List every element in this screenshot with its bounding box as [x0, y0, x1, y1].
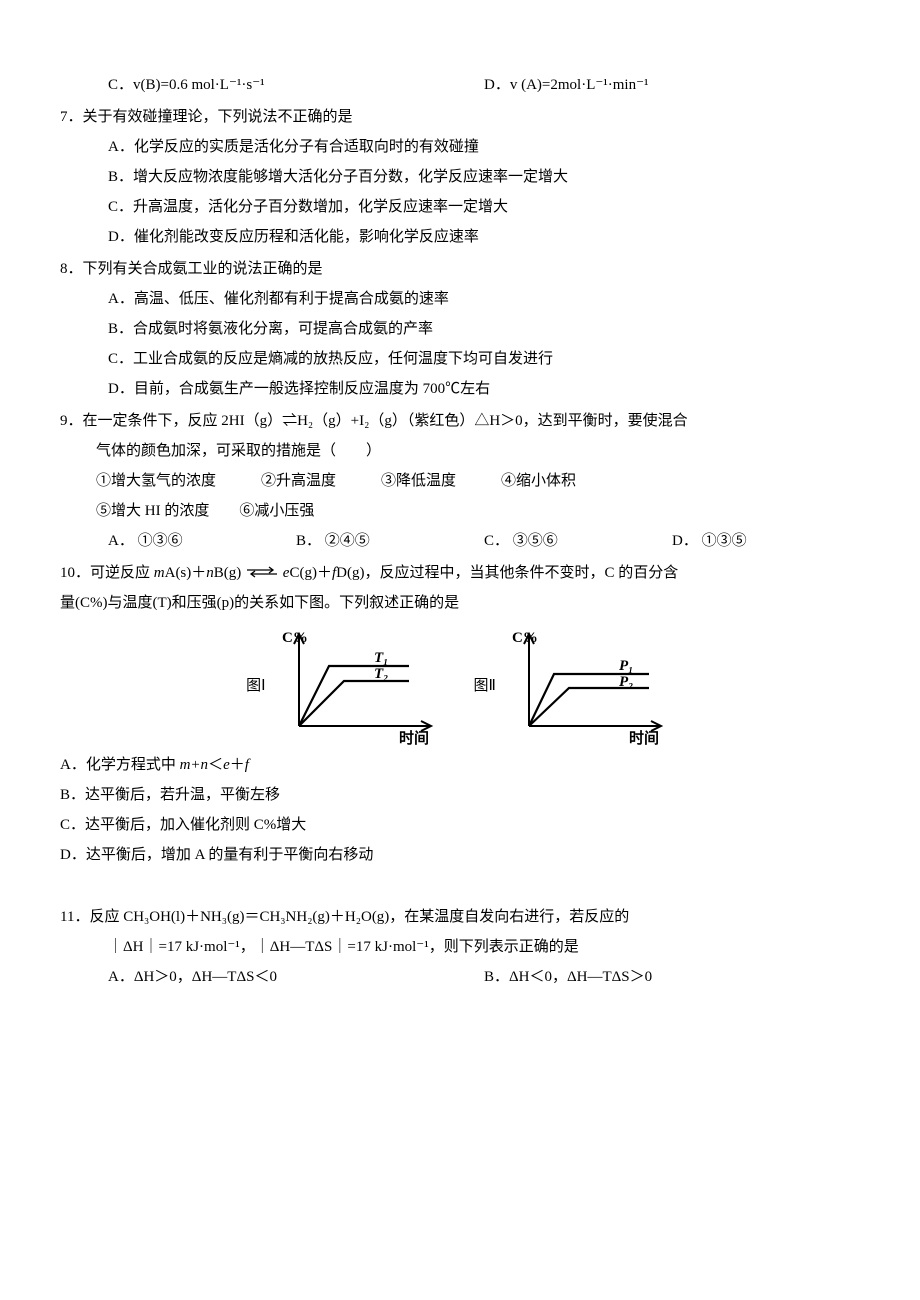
q8-opt-c: C．工业合成氨的反应是熵减的放热反应，任何温度下均可自发进行	[60, 344, 860, 374]
q10-line2: 量(C%)与温度(T)和压强(p)的关系如下图。下列叙述正确的是	[60, 588, 860, 618]
q8-opt-d: D．目前，合成氨生产一般选择控制反应温度为 700℃左右	[60, 374, 860, 404]
q10-opt-a: A．化学方程式中 m+n＜e＋f	[60, 750, 860, 780]
svg-text:C%: C%	[512, 630, 538, 646]
svg-text:P₂: P₂	[619, 674, 633, 690]
q9-line2: 气体的颜色加深，可采取的措施是（ ）	[60, 436, 860, 466]
q11-line2: ｜ΔH｜=17 kJ·mol⁻¹，｜ΔH—TΔS｜=17 kJ·mol⁻¹，则下…	[60, 932, 860, 962]
q9-options: A． ①③⑥ B． ②④⑤ C． ③⑤⑥ D． ①③⑤	[60, 526, 860, 556]
q8: 8．下列有关合成氨工业的说法正确的是 A．高温、低压、催化剂都有利于提高合成氨的…	[60, 254, 860, 404]
diagram-2: C% 时间 P₁ P₂	[504, 626, 674, 746]
q9-opt-b: B． ②④⑤	[296, 526, 484, 556]
q11: 11．反应 CH₃OH(l)＋NH₃(g)＝CH₃NH₂(g)＋H₂O(g)，在…	[60, 902, 860, 992]
q7-opt-a: A．化学反应的实质是活化分子有合适取向时的有效碰撞	[60, 132, 860, 162]
q10-line1: 10．可逆反应 mA(s)＋nB(g) eC(g)＋fD(g)，反应过程中，当其…	[60, 558, 860, 588]
q7-opt-d: D．催化剂能改变反应历程和活化能，影响化学反应速率	[60, 222, 860, 252]
q10: 10．可逆反应 mA(s)＋nB(g) eC(g)＋fD(g)，反应过程中，当其…	[60, 558, 860, 870]
q9-opt-a: A． ①③⑥	[108, 526, 296, 556]
equilibrium-arrow-icon	[245, 566, 279, 578]
q9: 9．在一定条件下，反应 2HI（g）⇌H₂（g）+I₂（g）（紫红色）△H＞0，…	[60, 406, 860, 556]
svg-text:T₁: T₁	[374, 650, 388, 666]
svg-text:时间: 时间	[629, 729, 659, 746]
q11-opt-b: B．ΔH＜0，ΔH—TΔS＞0	[484, 962, 860, 992]
diagram-1-label: 图Ⅰ	[246, 671, 265, 701]
q8-opt-a: A．高温、低压、催化剂都有利于提高合成氨的速率	[60, 284, 860, 314]
diagram-2-wrap: 图Ⅱ C% 时间 P₁ P₂	[474, 626, 674, 746]
q10-opt-b: B．达平衡后，若升温，平衡左移	[60, 780, 860, 810]
diagram-1: C% 时间 T₁ T₂	[274, 626, 444, 746]
q7-opt-b: B．增大反应物浓度能够增大活化分子百分数，化学反应速率一定增大	[60, 162, 860, 192]
svg-text:C%: C%	[282, 630, 308, 646]
q9-line3: ①增大氢气的浓度 ②升高温度 ③降低温度 ④缩小体积	[60, 466, 860, 496]
q10-opt-c: C．达平衡后，加入催化剂则 C%增大	[60, 810, 860, 840]
q11-opt-a: A．ΔH＞0，ΔH—TΔS＜0	[108, 962, 484, 992]
q7-opt-c: C．升高温度，活化分子百分数增加，化学反应速率一定增大	[60, 192, 860, 222]
q6-opt-d: D．v (A)=2mol·L⁻¹·min⁻¹	[484, 70, 860, 100]
q7: 7．关于有效碰撞理论，下列说法不正确的是 A．化学反应的实质是活化分子有合适取向…	[60, 102, 860, 252]
q10-opt-d: D．达平衡后，增加 A 的量有利于平衡向右移动	[60, 840, 860, 870]
q11-stem: 11．反应 CH₃OH(l)＋NH₃(g)＝CH₃NH₂(g)＋H₂O(g)，在…	[60, 902, 860, 932]
diagram-1-wrap: 图Ⅰ C% 时间 T₁ T₂	[246, 626, 443, 746]
q7-stem: 7．关于有效碰撞理论，下列说法不正确的是	[60, 102, 860, 132]
q8-stem: 8．下列有关合成氨工业的说法正确的是	[60, 254, 860, 284]
diagram-2-label: 图Ⅱ	[474, 671, 496, 701]
q11-options-ab: A．ΔH＞0，ΔH—TΔS＜0 B．ΔH＜0，ΔH—TΔS＞0	[60, 962, 860, 992]
q9-opt-c: C． ③⑤⑥	[484, 526, 672, 556]
q10-diagrams: 图Ⅰ C% 时间 T₁ T₂ 图Ⅱ	[60, 626, 860, 746]
q8-opt-b: B．合成氨时将氨液化分离，可提高合成氨的产率	[60, 314, 860, 344]
svg-text:P₁: P₁	[619, 658, 633, 674]
q9-line1: 9．在一定条件下，反应 2HI（g）⇌H₂（g）+I₂（g）（紫红色）△H＞0，…	[60, 406, 860, 436]
q6-options-cd: C．v(B)=0.6 mol·L⁻¹·s⁻¹ D．v (A)=2mol·L⁻¹·…	[60, 70, 860, 100]
svg-text:T₂: T₂	[374, 666, 388, 682]
q9-opt-d: D． ①③⑤	[672, 526, 860, 556]
q9-line4: ⑤增大 HI 的浓度 ⑥减小压强	[60, 496, 860, 526]
svg-text:时间: 时间	[399, 729, 429, 746]
q6-opt-c: C．v(B)=0.6 mol·L⁻¹·s⁻¹	[108, 70, 484, 100]
